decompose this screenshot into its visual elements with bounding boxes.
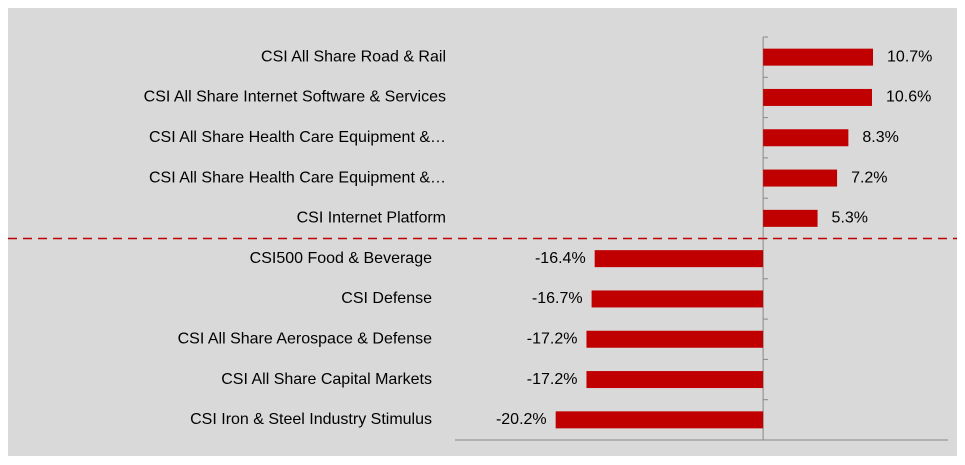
category-label: CSI Internet Platform	[297, 210, 446, 227]
value-label: -16.4%	[535, 250, 586, 267]
plot-background	[8, 8, 957, 456]
value-label: 10.6%	[886, 89, 931, 106]
bar	[763, 88, 872, 106]
bar	[763, 48, 874, 66]
category-label: CSI Iron & Steel Industry Stimulus	[190, 411, 432, 428]
value-label: 10.7%	[887, 48, 932, 65]
value-label: 8.3%	[862, 129, 898, 146]
category-label: CSI All Share Health Care Equipment &…	[149, 169, 446, 186]
category-label: CSI All Share Capital Markets	[221, 371, 432, 388]
bar	[763, 129, 849, 147]
bar	[586, 371, 764, 389]
bar	[555, 411, 764, 429]
value-label: -17.2%	[527, 330, 578, 347]
category-label: CSI500 Food & Beverage	[250, 250, 432, 267]
category-label: CSI Defense	[341, 290, 432, 307]
bar	[763, 169, 838, 187]
bar	[763, 209, 818, 227]
category-label: CSI All Share Health Care Equipment &…	[149, 129, 446, 146]
value-label: 5.3%	[832, 210, 868, 227]
category-label: CSI All Share Road & Rail	[261, 48, 446, 65]
value-label: 7.2%	[851, 169, 887, 186]
value-label: -16.7%	[532, 290, 583, 307]
bar	[594, 250, 764, 268]
category-label: CSI All Share Aerospace & Defense	[178, 330, 432, 347]
category-label: CSI All Share Internet Software & Servic…	[144, 89, 446, 106]
value-label: -17.2%	[527, 371, 578, 388]
value-label: -20.2%	[496, 411, 547, 428]
bar	[591, 290, 764, 308]
bar	[586, 330, 764, 348]
